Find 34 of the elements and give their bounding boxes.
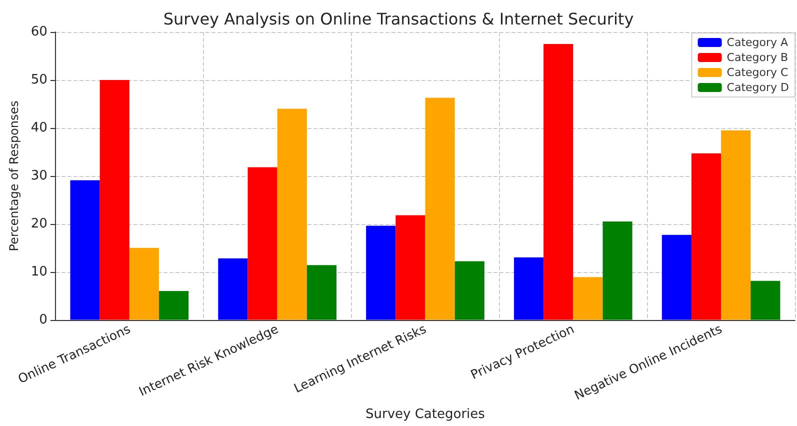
- bar: [248, 167, 278, 320]
- y-tick-label: 40: [30, 120, 48, 136]
- bar: [602, 221, 632, 320]
- bar: [750, 280, 780, 320]
- bar: [721, 130, 751, 320]
- chart-title: Survey Analysis on Online Transactions & Internet Security: [163, 10, 634, 28]
- bar: [396, 215, 426, 320]
- y-tick-label: 30: [30, 168, 48, 184]
- bar: [218, 258, 248, 320]
- bar: [425, 98, 455, 320]
- bar: [573, 277, 603, 320]
- bar: [691, 153, 722, 320]
- bar: [544, 44, 574, 320]
- y-tick-label: 60: [30, 24, 48, 40]
- bar: [662, 234, 692, 320]
- y-tick-label: 50: [30, 72, 48, 88]
- y-axis-title: Percentage of Responses: [7, 100, 21, 252]
- bar: [70, 180, 100, 320]
- legend-label: Category B: [726, 51, 788, 64]
- bar: [454, 261, 484, 320]
- x-axis-title: Survey Categories: [366, 407, 486, 422]
- y-tick-label: 20: [30, 216, 48, 232]
- bar: [366, 226, 396, 320]
- bar: [514, 257, 544, 320]
- legend-label: Category C: [726, 66, 789, 79]
- bar: [129, 248, 159, 320]
- bar: [277, 108, 307, 320]
- bar: [306, 265, 336, 320]
- y-tick-label: 10: [30, 264, 48, 280]
- bar: [158, 291, 189, 320]
- legend-label: Category D: [726, 81, 790, 94]
- bar: [100, 80, 130, 320]
- y-tick-label: 0: [39, 312, 48, 328]
- legend-label: Category A: [726, 36, 789, 49]
